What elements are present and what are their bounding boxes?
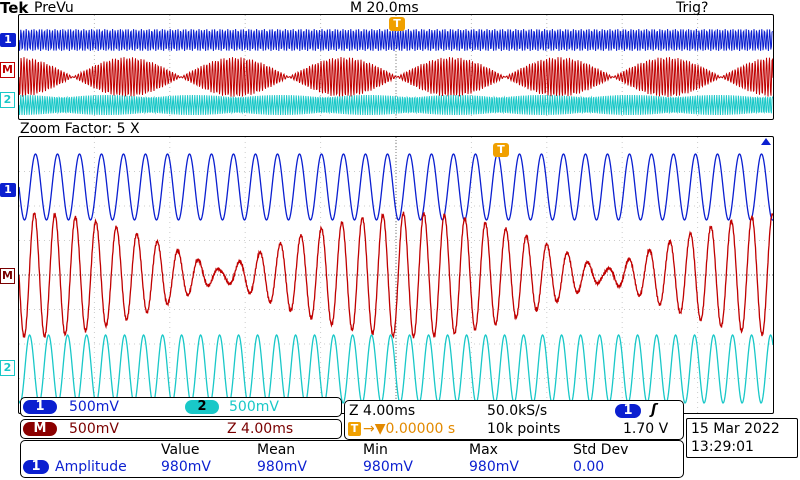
meas-max: 980mV [469,459,519,475]
meas-header-max: Max [469,442,498,458]
overview-ch1-marker[interactable]: 1 [0,33,16,47]
zoom-window[interactable] [18,136,774,414]
meas-header-mean: Mean [257,442,296,458]
overview-window[interactable] [18,14,774,120]
date: 15 Mar 2022 [691,421,780,437]
meas-value: 980mV [161,459,211,475]
math-readout[interactable]: M 500mV Z 4.00ms [20,419,342,439]
zoom-time-per-div: Z 4.00ms [349,403,416,419]
ch1-scale[interactable]: 500mV [69,399,119,415]
ch1-badge[interactable]: 1 [23,400,57,414]
meas-header-value: Value [161,442,200,458]
math-badge[interactable]: M [23,422,57,436]
ch2-scale[interactable]: 500mV [229,399,279,415]
meas-source-badge[interactable]: 1 [23,460,49,474]
trigger-position-badge: T [348,422,361,436]
overview-ch2-marker[interactable]: 2 [0,92,15,108]
overview-trigger-marker[interactable]: T [389,17,405,31]
time: 13:29:01 [691,439,754,455]
zoom-waveforms [19,137,773,413]
datetime-box: 15 Mar 2022 13:29:01 [686,418,798,458]
zoom-trigger-marker[interactable]: T [493,143,509,157]
overview-ch1-trace [19,28,773,52]
overview-waveforms [19,15,773,119]
brand-logo: Tek [0,0,29,17]
zoom-math-trace [19,211,773,339]
ch2-badge[interactable]: 2 [185,400,219,414]
measurement-panel[interactable]: Value Mean Min Max Std Dev 1 Amplitude 9… [20,440,684,478]
meas-min: 980mV [363,459,413,475]
trigger-status: Trig? [676,0,709,16]
trigger-slope-icon[interactable]: ʃ [651,402,657,418]
math-scale[interactable]: 500mV [69,421,119,437]
zoom-math-marker[interactable]: M [0,268,15,284]
sample-rate: 50.0kS/s [487,403,548,419]
meas-stddev: 0.00 [573,459,605,475]
trigger-level[interactable]: 1.70 V [623,421,669,437]
record-length: 10k points [487,421,561,437]
meas-header-min: Min [363,442,388,458]
meas-name[interactable]: Amplitude [55,459,127,475]
trigger-level-arrow-icon [761,138,771,145]
acquisition-mode: PreVu [34,0,74,16]
overview-math-trace [19,56,773,98]
acquisition-readout[interactable]: Z 4.00ms 50.0kS/s 1 ʃ T →▼0.00000 s 10k … [344,400,684,440]
meas-mean: 980mV [257,459,307,475]
overview-math-marker[interactable]: M [0,62,15,78]
zoom-ch1-trace [19,153,773,221]
main-timebase[interactable]: M 20.0ms [350,0,419,16]
trigger-source-badge[interactable]: 1 [615,404,641,418]
trigger-position[interactable]: →▼0.00000 s [363,421,456,437]
zoom-factor-label: Zoom Factor: 5 X [20,121,140,137]
meas-header-stddev: Std Dev [573,442,629,458]
zoom-ch2-marker[interactable]: 2 [0,360,15,376]
zoom-ch1-marker[interactable]: 1 [0,183,16,197]
channel-readout[interactable]: 1 500mV 2 500mV [20,397,342,417]
overview-ch2-trace [19,94,773,116]
math-zoom-scale[interactable]: Z 4.00ms [227,421,294,437]
